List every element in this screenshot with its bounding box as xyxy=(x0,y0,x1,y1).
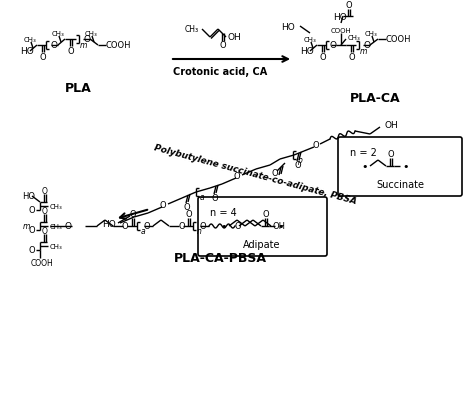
Text: O: O xyxy=(388,150,394,159)
Text: O: O xyxy=(29,246,35,255)
Text: OH: OH xyxy=(228,34,242,43)
Text: O: O xyxy=(42,207,48,216)
Text: CH₃: CH₃ xyxy=(52,31,64,37)
Text: n = 2: n = 2 xyxy=(350,148,377,157)
Text: COOH: COOH xyxy=(106,41,131,50)
Text: O: O xyxy=(319,52,326,61)
Text: Crotonic acid, CA: Crotonic acid, CA xyxy=(173,67,267,77)
Text: •: • xyxy=(220,221,227,231)
Text: O: O xyxy=(68,46,74,55)
Text: m: m xyxy=(80,40,87,49)
Text: OH: OH xyxy=(273,222,286,231)
Text: HO: HO xyxy=(281,22,295,31)
Text: CH₃: CH₃ xyxy=(50,223,63,229)
Text: CH₃: CH₃ xyxy=(50,204,63,209)
Text: HO: HO xyxy=(300,47,314,56)
Text: CH₃: CH₃ xyxy=(185,25,199,34)
FancyBboxPatch shape xyxy=(338,138,462,196)
Text: O: O xyxy=(159,201,166,210)
Text: CH₃: CH₃ xyxy=(348,35,361,41)
Text: m: m xyxy=(360,46,367,55)
Text: O: O xyxy=(42,227,48,236)
Text: O: O xyxy=(364,41,371,50)
Text: Adipate: Adipate xyxy=(243,239,281,249)
Text: n: n xyxy=(197,227,202,236)
Text: O: O xyxy=(212,194,219,203)
Text: O: O xyxy=(263,210,269,219)
Text: O: O xyxy=(42,187,48,196)
Text: OH: OH xyxy=(385,120,399,129)
Text: O: O xyxy=(29,226,35,235)
Text: O: O xyxy=(295,161,301,170)
Text: HO: HO xyxy=(333,12,347,21)
Text: O: O xyxy=(346,2,352,11)
Text: p: p xyxy=(297,156,302,165)
Text: m: m xyxy=(22,222,30,231)
Text: CH₃: CH₃ xyxy=(365,31,377,37)
Text: COOH: COOH xyxy=(386,36,411,45)
Text: O: O xyxy=(29,206,35,215)
Text: Succinate: Succinate xyxy=(376,180,424,189)
Text: COOH: COOH xyxy=(331,28,351,34)
Text: O: O xyxy=(233,172,240,181)
Text: PLA: PLA xyxy=(64,81,91,94)
Text: O: O xyxy=(312,141,319,150)
Text: O: O xyxy=(130,210,137,219)
Text: O: O xyxy=(51,41,57,50)
Text: HO: HO xyxy=(20,47,34,56)
Text: CH₃: CH₃ xyxy=(24,37,36,43)
Text: O: O xyxy=(144,222,151,231)
Text: O: O xyxy=(184,203,191,212)
Text: O: O xyxy=(272,169,278,178)
Text: O: O xyxy=(84,36,91,45)
Text: O: O xyxy=(64,222,72,231)
Text: CH₃: CH₃ xyxy=(50,243,63,249)
Text: a: a xyxy=(200,193,205,202)
Text: O: O xyxy=(329,41,337,50)
Text: O: O xyxy=(200,222,207,231)
Text: O: O xyxy=(186,210,192,219)
Text: •: • xyxy=(362,162,368,172)
Text: CH₃: CH₃ xyxy=(85,31,97,37)
Text: HO: HO xyxy=(22,192,35,201)
Text: O: O xyxy=(349,52,356,61)
Text: •: • xyxy=(277,221,283,231)
Text: PLA-CA-PBSA: PLA-CA-PBSA xyxy=(173,251,266,264)
Text: HO: HO xyxy=(102,220,116,229)
Text: a: a xyxy=(141,227,146,236)
Text: O: O xyxy=(122,222,128,231)
Text: PLA-CA: PLA-CA xyxy=(350,91,401,104)
Text: •: • xyxy=(402,162,409,172)
FancyBboxPatch shape xyxy=(198,198,327,256)
Text: O: O xyxy=(179,222,186,231)
Text: n = 4: n = 4 xyxy=(210,207,237,218)
Text: CH₃: CH₃ xyxy=(304,37,316,43)
Text: O: O xyxy=(40,52,46,61)
Text: O: O xyxy=(235,222,242,231)
Text: COOH: COOH xyxy=(31,258,54,267)
Text: Polybutylene succinate-co-adipate, PBSA: Polybutylene succinate-co-adipate, PBSA xyxy=(153,143,357,206)
Text: O: O xyxy=(219,41,226,50)
